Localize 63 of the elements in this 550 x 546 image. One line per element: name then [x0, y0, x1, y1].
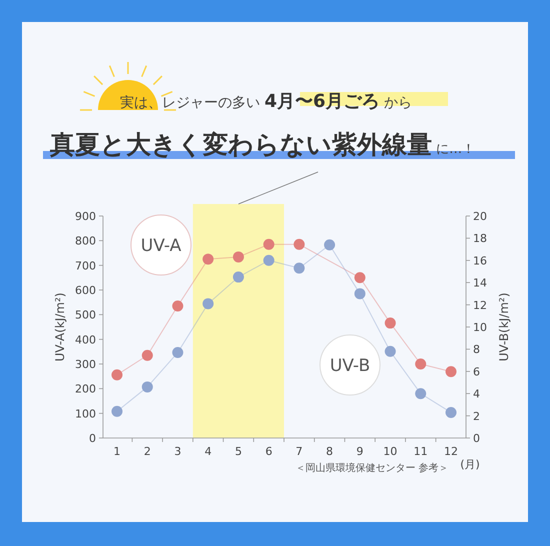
y-tick-label: 900 [75, 210, 96, 223]
y2-tick-label: 10 [473, 321, 487, 334]
y2-tick-label: 8 [473, 343, 480, 356]
point [232, 272, 244, 283]
point [415, 388, 426, 400]
point [172, 300, 184, 312]
y-tick-label: 800 [75, 234, 96, 248]
point [202, 254, 214, 265]
point [384, 346, 396, 357]
y2-tick-label: 6 [473, 365, 480, 378]
y-tick-label: 200 [75, 382, 96, 396]
y-axis-title: UV-A(kJ/m²) [53, 292, 67, 362]
x-tick-label: 4 [204, 445, 212, 458]
y2-tick-label: 0 [473, 432, 480, 445]
point [294, 262, 305, 274]
y2-tick-label: 14 [473, 276, 487, 290]
point [142, 381, 153, 392]
y-tick-label: 300 [75, 358, 96, 371]
x-tick-label: 7 [296, 445, 303, 458]
y2-tick-label: 12 [473, 298, 487, 312]
y-tick-label: 700 [75, 259, 96, 272]
point [446, 406, 456, 418]
point [415, 358, 426, 370]
y2-tick-label: 18 [473, 232, 487, 246]
y-tick-label: 0 [89, 432, 96, 445]
y-tick-label: 100 [75, 407, 96, 420]
text: ＜岡山県環境保健センター 参考＞ [295, 462, 449, 474]
x-tick-label: 5 [234, 445, 242, 458]
x-tick-label: 9 [356, 445, 364, 458]
x-axis-title: (月) [460, 458, 480, 471]
point [263, 254, 274, 266]
annotation: UV-A [140, 236, 182, 256]
point [446, 366, 456, 378]
x-tick-label: 11 [414, 445, 428, 458]
point [112, 369, 122, 380]
point [354, 272, 366, 284]
y2-tick-label: 20 [473, 210, 487, 223]
y2-tick-label: 16 [473, 254, 487, 268]
point [142, 350, 153, 361]
y2-tick-label: 4 [473, 388, 480, 401]
x-tick-label: 3 [174, 445, 182, 458]
y2-tick-label: 2 [473, 410, 480, 423]
point [202, 298, 214, 310]
y-tick-label: 600 [75, 284, 96, 297]
chart-title: 実は、レジャーの多い 4月〜6月ごろ から [120, 91, 412, 112]
point [294, 238, 305, 250]
x-tick-label: 6 [265, 445, 272, 458]
point [354, 288, 366, 300]
x-tick-label: 12 [444, 445, 458, 458]
point [232, 251, 244, 262]
x-tick-label: 8 [326, 445, 334, 458]
y-tick-label: 500 [75, 308, 96, 322]
y-tick-label: 400 [75, 333, 96, 346]
x-tick-label: 1 [114, 445, 120, 458]
point [263, 238, 274, 250]
x-tick-label: 2 [144, 445, 151, 458]
point [324, 239, 336, 250]
y2-axis-title: UV-B(kJ/m²) [497, 292, 511, 362]
point [172, 347, 184, 358]
x-tick-label: 10 [383, 445, 398, 458]
point [112, 406, 122, 417]
point [384, 318, 396, 329]
annotation: UV-B [330, 356, 370, 376]
